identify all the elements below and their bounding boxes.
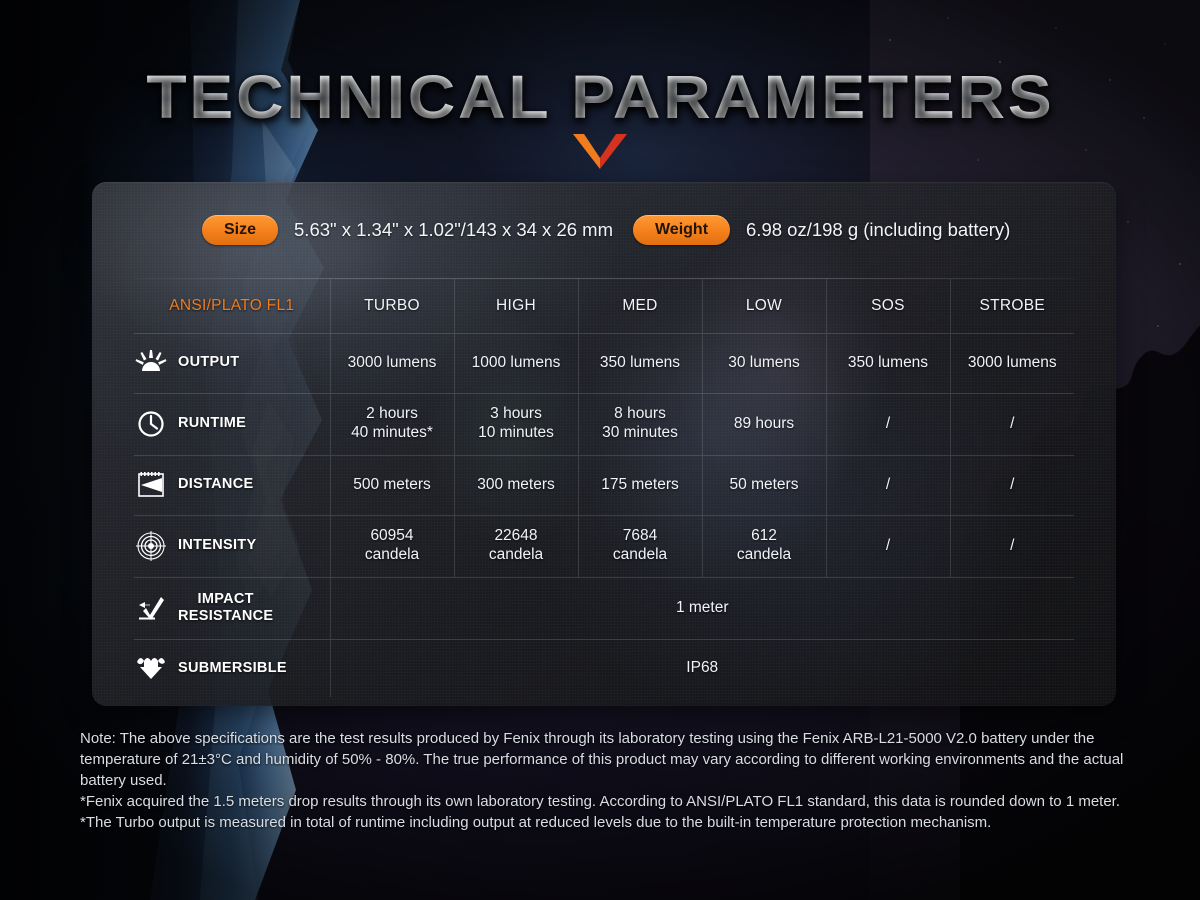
target-icon: [134, 531, 168, 561]
chevron-container: [0, 132, 1200, 175]
column-header-standard: ANSI/PLATO FL1: [134, 279, 330, 334]
footnote-turbo-output: *The Turbo output is measured in total o…: [80, 814, 992, 831]
cell-output-sos: 350 lumens: [825, 333, 950, 394]
row-label-runtime: RUNTIME: [134, 393, 330, 456]
cell-distance-turbo: 500 meters: [329, 455, 454, 516]
column-header-strobe: STROBE: [949, 279, 1074, 334]
cell-output-high: 1000 lumens: [453, 333, 578, 394]
row-label-distance: DISTANCE: [134, 455, 330, 516]
water-arrow-icon: [134, 653, 168, 683]
column-header-med: MED: [577, 279, 702, 334]
table-row-output: OUTPUT 3000 lumens 1000 lumens 350 lumen…: [134, 333, 1074, 394]
cell-runtime-turbo: 2 hours 40 minutes*: [329, 393, 454, 456]
beam-ruler-icon: [134, 470, 168, 500]
table-header-row: ANSI/PLATO FL1 TURBO HIGH MED LOW SOS ST…: [134, 279, 1074, 334]
column-header-turbo: TURBO: [329, 279, 454, 334]
cell-output-med: 350 lumens: [577, 333, 702, 394]
cell-runtime-low: 89 hours: [701, 393, 826, 456]
row-label-impact-resistance: IMPACT RESISTANCE: [134, 577, 330, 640]
cell-runtime-high: 3 hours 10 minutes: [453, 393, 578, 456]
cell-intensity-low: 612 candela: [701, 515, 826, 578]
cell-distance-low: 50 meters: [701, 455, 826, 516]
column-header-sos: SOS: [825, 279, 950, 334]
specifications-table: ANSI/PLATO FL1 TURBO HIGH MED LOW SOS ST…: [134, 279, 1074, 697]
row-label-text: RUNTIME: [178, 415, 247, 432]
cell-runtime-strobe: /: [949, 393, 1074, 456]
clock-icon: [134, 409, 168, 439]
column-header-low: LOW: [701, 279, 826, 334]
cell-distance-med: 175 meters: [577, 455, 702, 516]
table-header: ANSI/PLATO FL1 TURBO HIGH MED LOW SOS ST…: [134, 279, 1074, 334]
table-row-distance: DISTANCE 500 meters 300 meters 175 meter…: [134, 455, 1074, 516]
cell-output-low: 30 lumens: [701, 333, 826, 394]
row-label-line2: RESISTANCE: [178, 608, 274, 624]
cell-runtime-med: 8 hours 30 minutes: [577, 393, 702, 456]
row-label-text: OUTPUT: [178, 354, 240, 371]
row-label-text: IMPACT RESISTANCE: [178, 591, 273, 625]
cell-distance-strobe: /: [949, 455, 1074, 516]
cell-runtime-sos: /: [825, 393, 950, 456]
table-row-runtime: RUNTIME 2 hours 40 minutes* 3 hours 10 min…: [134, 393, 1074, 456]
row-label-output: OUTPUT: [134, 333, 330, 394]
impact-check-icon: [134, 593, 168, 623]
specs-panel: Size 5.63" x 1.34" x 1.02"/143 x 34 x 26…: [92, 182, 1116, 706]
weight-value: 6.98 oz/198 g (including battery): [746, 219, 1011, 240]
footnotes: Note: The above specifications are the t…: [80, 728, 1128, 833]
cell-distance-high: 300 meters: [453, 455, 578, 516]
cell-intensity-sos: /: [825, 515, 950, 578]
row-label-text: DISTANCE: [178, 476, 254, 493]
page-title-container: TECHNICAL PARAMETERS: [0, 62, 1200, 132]
footnote-drop-test: *Fenix acquired the 1.5 meters drop resu…: [80, 793, 1121, 810]
cell-submersible-value: IP68: [329, 639, 1074, 697]
cell-intensity-med: 7684 candela: [577, 515, 702, 578]
row-label-text: INTENSITY: [178, 537, 257, 554]
cell-intensity-high: 22648 candela: [453, 515, 578, 578]
chevron-down-icon: [573, 134, 627, 169]
cell-intensity-turbo: 60954 candela: [329, 515, 454, 578]
size-pill-label: Size: [202, 215, 279, 245]
cell-output-turbo: 3000 lumens: [329, 333, 454, 394]
size-value: 5.63" x 1.34" x 1.02"/143 x 34 x 26 mm: [294, 219, 613, 240]
footnote-note: Note: The above specifications are the t…: [80, 730, 1124, 789]
table-row-impact-resistance: IMPACT RESISTANCE 1 meter: [134, 577, 1074, 640]
table-row-submersible: SUBMERSIBLE IP68: [134, 639, 1074, 697]
cell-output-strobe: 3000 lumens: [949, 333, 1074, 394]
row-label-text: SUBMERSIBLE: [178, 659, 287, 676]
cell-impact-resistance-value: 1 meter: [329, 577, 1074, 640]
cell-intensity-strobe: /: [949, 515, 1074, 578]
page-title: TECHNICAL PARAMETERS: [145, 63, 1055, 131]
column-header-high: HIGH: [453, 279, 578, 334]
row-label-submersible: SUBMERSIBLE: [134, 639, 330, 697]
table-row-intensity: INTENSITY 60954 candela 22648 candela 7684…: [134, 515, 1074, 578]
row-label-intensity: INTENSITY: [134, 515, 330, 578]
cell-distance-sos: /: [825, 455, 950, 516]
sunburst-icon: [134, 348, 168, 378]
weight-pill-label: Weight: [632, 215, 731, 245]
row-label-line1: IMPACT: [197, 590, 254, 607]
size-weight-row: Size 5.63" x 1.34" x 1.02"/143 x 34 x 26…: [92, 182, 1116, 278]
